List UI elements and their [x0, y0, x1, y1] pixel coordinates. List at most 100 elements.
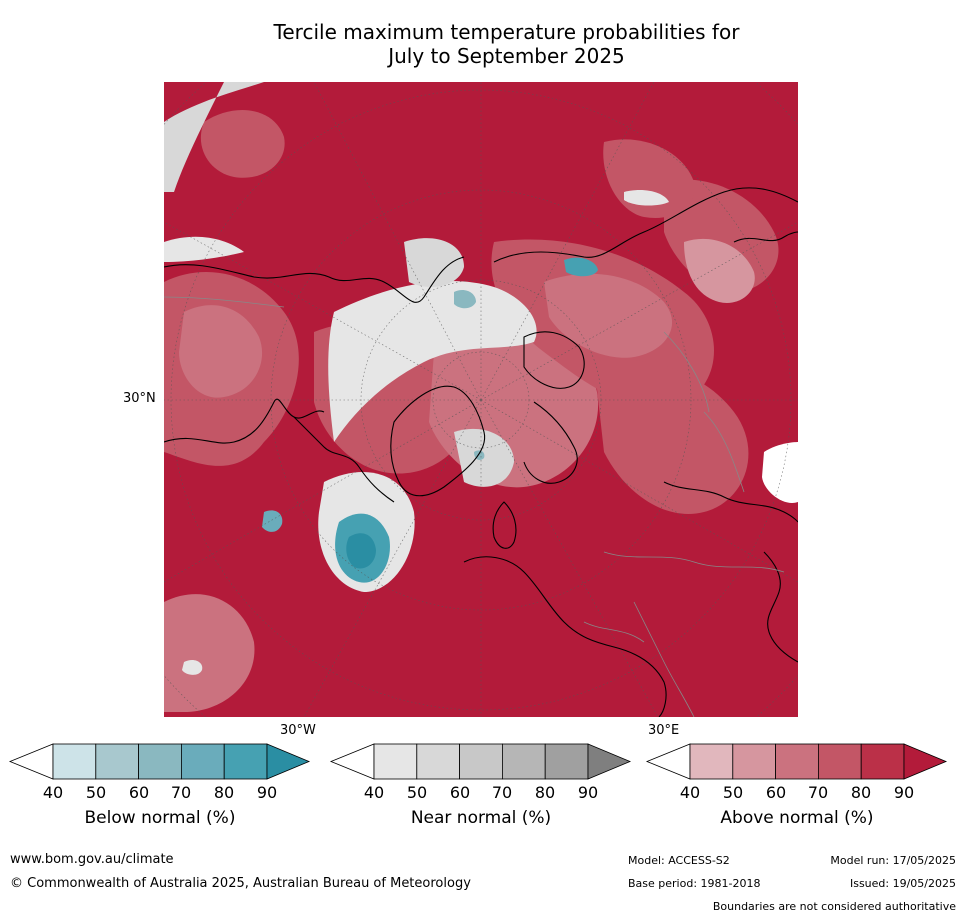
latitude-label-30n: 30°N — [123, 391, 156, 406]
boundary-europe-2 — [583, 621, 645, 643]
patch-pacific-southwest — [164, 594, 255, 712]
near-normal-east-edge — [762, 442, 798, 503]
tick-label: 90 — [577, 783, 599, 802]
meridian-60w — [164, 399, 482, 583]
colorbar-segment — [860, 743, 905, 780]
boundary-canada-alaska — [164, 296, 285, 308]
tick-label: 70 — [807, 783, 829, 802]
tick-label: 50 — [722, 783, 744, 802]
tick-label: 40 — [363, 783, 385, 802]
near-normal-arctic-north — [404, 238, 464, 287]
colorbar-segment — [138, 743, 182, 780]
tick-label: 70 — [170, 783, 192, 802]
tick-label: 60 — [128, 783, 150, 802]
colorbar-segment — [95, 743, 140, 780]
colorbar-below-normal-swatches — [8, 743, 311, 780]
colorbar-high-extension — [903, 743, 948, 780]
tick-label: 40 — [679, 783, 701, 802]
boundary-europe-1 — [633, 601, 695, 717]
latitude-circle-30 — [170, 89, 792, 711]
patch-pacific-north — [200, 110, 285, 178]
longitude-label-30e: 30°E — [648, 723, 680, 738]
colorbar-segment — [501, 743, 546, 780]
colorbar-low-extension — [8, 743, 54, 780]
colorbar-segment — [180, 743, 225, 780]
footer-model-run: Model run: 17/05/2025 — [830, 854, 956, 867]
coastline-canada-west — [164, 398, 325, 444]
latitude-circle-45 — [270, 189, 692, 611]
footer-disclaimer: Boundaries are not considered authoritat… — [712, 900, 956, 913]
near-normal-bering — [624, 190, 669, 206]
patch-alaska — [179, 305, 263, 398]
colorbar-near-normal: 40 50 60 70 80 90 Near normal (%) — [329, 743, 632, 843]
near-normal-arctic-arc — [328, 281, 537, 442]
meridian-30w — [303, 399, 482, 717]
coastline-taymyr — [523, 331, 585, 389]
tick-label: 60 — [765, 783, 787, 802]
tick-label: 80 — [534, 783, 556, 802]
below-normal-labrador-core — [346, 533, 376, 569]
colorbar-segment — [459, 743, 503, 780]
boundary-russia-south — [603, 551, 785, 573]
coastline-europe — [463, 556, 667, 717]
meridian-120w — [164, 221, 482, 401]
tick-label: 60 — [449, 783, 471, 802]
patch-central-asia — [594, 359, 749, 514]
near-normal-northwest — [164, 82, 264, 192]
colorbar-above-normal-swatches — [645, 743, 948, 780]
tick-label: 40 — [42, 783, 64, 802]
footer-issued: Issued: 19/05/2025 — [849, 877, 956, 890]
below-normal-zones — [262, 257, 598, 583]
coastline-alaska-arctic — [164, 256, 465, 303]
colorbar-segment — [52, 743, 97, 780]
below-normal-hudson — [262, 510, 283, 532]
coastline-kamchatka — [733, 231, 798, 243]
footer-model: Model: ACCESS-S2 — [628, 854, 730, 867]
colorbar-segment — [416, 743, 461, 780]
colorbar-segment — [373, 743, 418, 780]
colorbar-segment — [775, 743, 819, 780]
meridian-150e — [480, 82, 655, 401]
coastline-siberia-north — [493, 187, 798, 263]
meridian-30e — [480, 399, 659, 717]
tick-label: 50 — [406, 783, 428, 802]
colorbar-segment — [544, 743, 589, 780]
tick-label: 90 — [256, 783, 278, 802]
colorbar-high-extension — [266, 743, 311, 780]
tick-label: 50 — [85, 783, 107, 802]
graticule — [164, 82, 798, 717]
below-normal-bering-strait — [564, 257, 598, 277]
map-title-line2: July to September 2025 — [388, 44, 625, 68]
near-normal-small-spot — [182, 659, 203, 675]
footer-base-period: Base period: 1981-2018 — [628, 877, 761, 890]
country-boundaries — [164, 296, 785, 717]
coastline-scandinavia — [523, 401, 578, 484]
colorbar-near-normal-label: Near normal (%) — [410, 808, 552, 828]
tick-label: 80 — [213, 783, 235, 802]
coastline-iceland-uk — [492, 501, 517, 549]
colorbar-below-normal-label: Below normal (%) — [84, 808, 236, 828]
meridian-60e — [480, 399, 798, 583]
coastline-greenland — [390, 385, 486, 497]
patch-far-east-light — [684, 238, 755, 303]
tick-label: 80 — [850, 783, 872, 802]
colorbar-low-extension — [329, 743, 375, 780]
colorbar-segment — [689, 743, 734, 780]
colorbar-segment — [817, 743, 862, 780]
colorbar-high-extension — [587, 743, 632, 780]
probability-map — [164, 82, 798, 717]
coastlines — [164, 187, 798, 717]
longitude-label-30w: 30°W — [280, 723, 316, 738]
colorbar-segment — [223, 743, 268, 780]
footer-website: www.bom.gov.au/climate — [10, 852, 174, 867]
colorbar-segment — [732, 743, 777, 780]
near-normal-west-strip — [164, 236, 244, 262]
coastline-central-asia — [663, 481, 798, 523]
coastline-hudson — [293, 416, 395, 503]
colorbar-low-extension — [645, 743, 691, 780]
colorbar-above-normal-ticks: 40 50 60 70 80 90 — [647, 783, 947, 803]
colorbar-above-normal: 40 50 60 70 80 90 Above normal (%) — [645, 743, 948, 843]
colorbar-near-normal-swatches — [329, 743, 632, 780]
footer-copyright: © Commonwealth of Australia 2025, Austra… — [10, 876, 471, 891]
tick-label: 90 — [893, 783, 915, 802]
